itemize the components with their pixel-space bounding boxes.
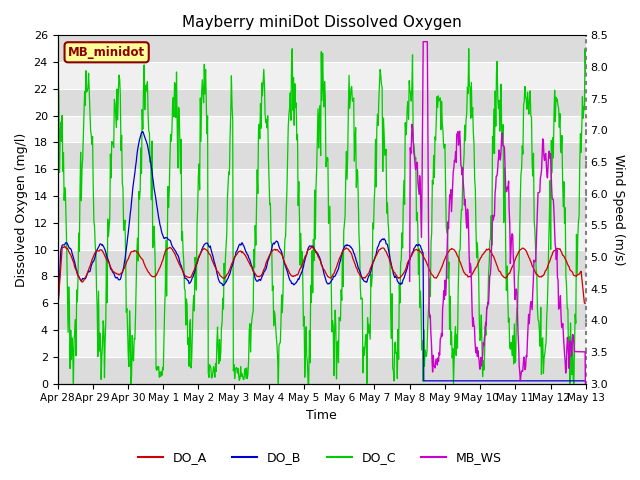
Bar	[58, 196, 586, 223]
Bar	[58, 143, 586, 169]
Title: Mayberry miniDot Dissolved Oxygen: Mayberry miniDot Dissolved Oxygen	[182, 15, 461, 30]
Legend: DO_A, DO_B, DO_C, MB_WS: DO_A, DO_B, DO_C, MB_WS	[133, 446, 507, 469]
Y-axis label: Dissolved Oxygen (mg/l): Dissolved Oxygen (mg/l)	[15, 132, 28, 287]
Bar	[58, 303, 586, 330]
Y-axis label: Wind Speed (m/s): Wind Speed (m/s)	[612, 154, 625, 265]
Bar	[58, 357, 586, 384]
Bar	[58, 89, 586, 116]
Text: MB_minidot: MB_minidot	[68, 46, 145, 59]
Bar	[58, 36, 586, 62]
Bar	[58, 250, 586, 276]
X-axis label: Time: Time	[307, 409, 337, 422]
